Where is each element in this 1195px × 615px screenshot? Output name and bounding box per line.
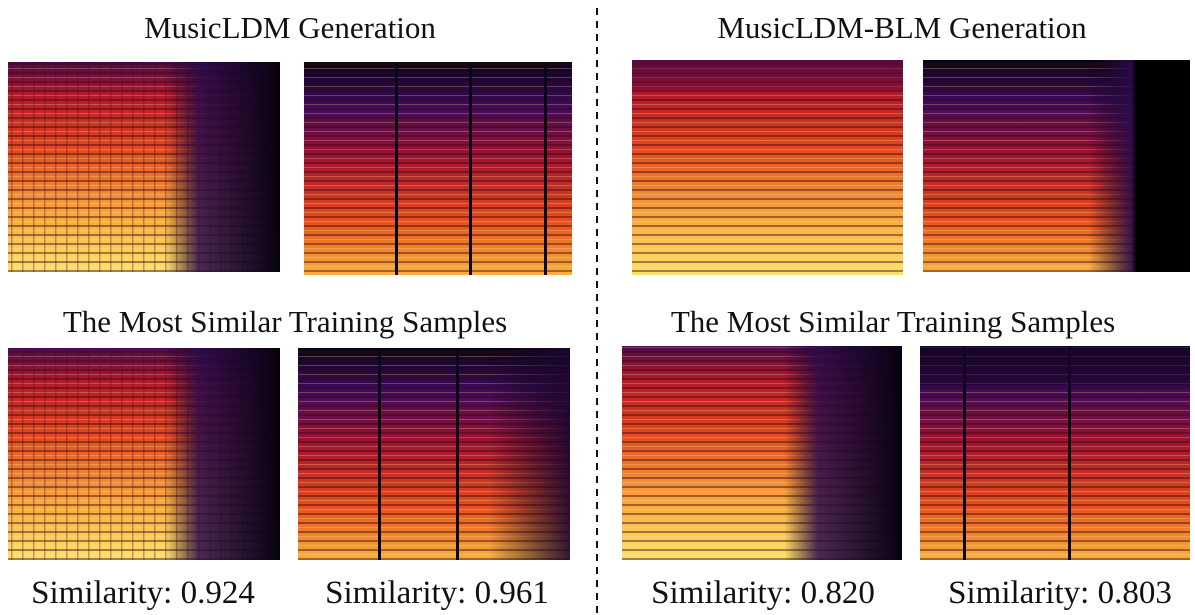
spectrogram bbox=[8, 62, 280, 272]
spectrogram bbox=[304, 62, 572, 275]
similarity-caption: Similarity: 0.961 bbox=[325, 575, 549, 611]
similarity-caption: Similarity: 0.924 bbox=[31, 575, 255, 611]
section-subtitle: The Most Similar Training Samples bbox=[63, 304, 507, 339]
panel-title: MusicLDM-BLM Generation bbox=[717, 10, 1087, 45]
similarity-caption: Similarity: 0.803 bbox=[948, 575, 1172, 611]
right-panel: MusicLDM-BLM Generation The Most Similar… bbox=[622, 10, 1190, 611]
section-subtitle: The Most Similar Training Samples bbox=[671, 304, 1115, 339]
panel-title: MusicLDM Generation bbox=[144, 10, 436, 45]
spectrogram bbox=[298, 348, 570, 560]
spectrogram bbox=[632, 60, 903, 275]
spectrogram bbox=[923, 60, 1190, 272]
left-panel: MusicLDM Generation The Most Similar Tra… bbox=[8, 10, 572, 611]
spectrogram bbox=[622, 346, 902, 560]
spectrogram bbox=[8, 348, 280, 560]
figure: MusicLDM Generation The Most Similar Tra… bbox=[0, 0, 1195, 615]
spectrogram bbox=[920, 346, 1190, 560]
similarity-caption: Similarity: 0.820 bbox=[651, 575, 875, 611]
